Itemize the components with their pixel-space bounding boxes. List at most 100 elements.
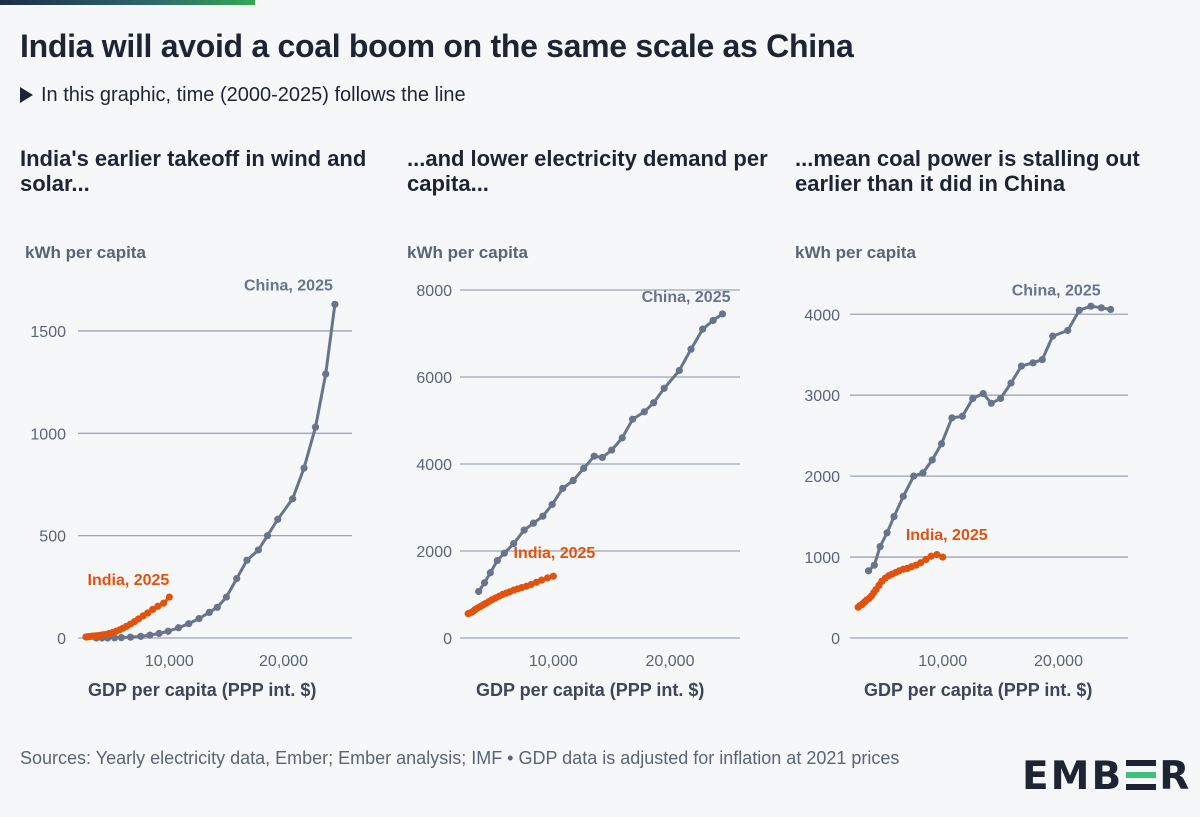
subtitle: In this graphic, time (2000-2025) follow… [20, 84, 466, 107]
data-point-china [1107, 305, 1115, 314]
data-point-china [126, 633, 135, 641]
data-point-china [569, 476, 577, 485]
data-point-china [919, 469, 927, 477]
data-point-china [243, 556, 251, 564]
series-end-label-china: China, 2025 [244, 277, 333, 294]
data-point-china [870, 561, 878, 569]
data-point-china [486, 569, 494, 577]
data-point-china [618, 434, 626, 442]
data-point-china [948, 414, 956, 422]
data-point-china [996, 394, 1005, 403]
data-point-china [598, 453, 606, 462]
data-point-china [580, 464, 588, 472]
subtitle-text: In this graphic, time (2000-2025) follow… [41, 84, 466, 106]
top-accent-bar [0, 0, 255, 5]
x-tick-label: 20,000 [259, 653, 308, 670]
series-end-label-china: China, 2025 [642, 289, 731, 306]
data-point-china [331, 300, 339, 308]
x-tick-label: 20,000 [1034, 653, 1083, 670]
data-point-china [137, 632, 145, 640]
panel-1-y-unit: kWh per capita [25, 243, 146, 262]
data-point-china [289, 495, 297, 503]
data-point-china [480, 579, 489, 587]
data-point-china [274, 515, 282, 523]
data-point-china [928, 456, 936, 464]
series-end-label-india: India, 2025 [514, 545, 596, 562]
data-point-india [927, 552, 935, 560]
data-point-china [1017, 362, 1026, 370]
ember-logo: EMB R [1022, 754, 1191, 799]
data-point-china [1097, 304, 1105, 312]
data-point-china [899, 492, 907, 500]
play-triangle-icon [20, 87, 33, 103]
panel-1-title: India's earlier takeoff in wind and sola… [20, 146, 367, 196]
y-tick-label: 500 [39, 529, 66, 546]
data-point-china [864, 567, 873, 575]
data-point-china [500, 549, 508, 557]
series-end-label-india: India, 2025 [88, 572, 170, 589]
data-point-china [155, 629, 163, 638]
y-tick-label: 4000 [804, 307, 840, 324]
data-point-india [543, 574, 552, 582]
panel-2-title: ...and lower electricity demand per capi… [407, 146, 768, 196]
panel-3-y-unit: kWh per capita [795, 243, 916, 262]
data-point-china [174, 624, 183, 632]
data-point-china [1064, 326, 1072, 335]
data-point-china [890, 513, 898, 521]
y-tick-label: 4000 [416, 457, 452, 474]
panel-1-x-axis-label: GDP per capita (PPP int. $) [88, 680, 317, 700]
data-point-china [233, 575, 241, 583]
data-point-india [917, 559, 925, 567]
data-point-india [165, 593, 173, 601]
data-point-china [520, 526, 528, 534]
data-point-china [222, 593, 231, 601]
data-point-china [117, 633, 125, 642]
data-point-india [939, 553, 947, 561]
data-point-india [154, 602, 162, 610]
data-point-china [548, 500, 556, 509]
data-point-china [650, 399, 658, 407]
data-point-china [987, 399, 995, 407]
panel-2-x-axis-label: GDP per capita (PPP int. $) [476, 680, 705, 700]
data-point-china [164, 627, 172, 635]
y-tick-label: 0 [831, 631, 840, 648]
data-point-china [185, 620, 193, 628]
data-point-china [205, 608, 213, 617]
chart-panel-2: 0 2000 4000 6000 8000 10,000 20,000 China, 2025… [416, 283, 740, 670]
data-point-china [675, 366, 683, 375]
logo-e-glyph [1126, 760, 1157, 790]
data-point-china [529, 519, 538, 527]
data-point-china [608, 446, 616, 454]
data-point-china [195, 614, 203, 623]
data-point-india [933, 551, 941, 559]
data-point-china [709, 316, 717, 325]
data-point-india [538, 576, 546, 584]
data-point-china [883, 529, 891, 537]
y-tick-label: 1000 [804, 550, 840, 567]
data-point-india [160, 599, 168, 607]
data-point-china [910, 472, 918, 480]
data-point-china [699, 325, 707, 333]
x-tick-label: 10,000 [529, 653, 578, 670]
x-tick-label: 20,000 [646, 653, 695, 670]
data-point-china [539, 512, 547, 520]
sources-footnote: Sources: Yearly electricity data, Ember;… [20, 748, 900, 768]
page-title: India will avoid a coal boom on the same… [20, 28, 854, 64]
y-tick-label: 1000 [30, 426, 66, 443]
data-point-china [559, 484, 567, 492]
data-point-china [660, 384, 668, 392]
y-tick-label: 8000 [416, 283, 452, 300]
y-tick-label: 6000 [416, 370, 452, 387]
data-point-india [144, 609, 152, 617]
data-point-china [475, 587, 483, 596]
data-point-china [254, 546, 262, 554]
data-point-china [1029, 359, 1037, 367]
panel-3-title: ...mean coal power is stalling out earli… [795, 146, 1140, 196]
data-point-china [876, 542, 884, 551]
chart-panel-1: 0 500 1000 1500 10,000 20,000 China, 2025 India… [30, 277, 352, 670]
data-point-china [1007, 379, 1015, 387]
data-point-china [1087, 302, 1095, 310]
data-point-china [979, 389, 987, 398]
y-tick-label: 2000 [416, 544, 452, 561]
